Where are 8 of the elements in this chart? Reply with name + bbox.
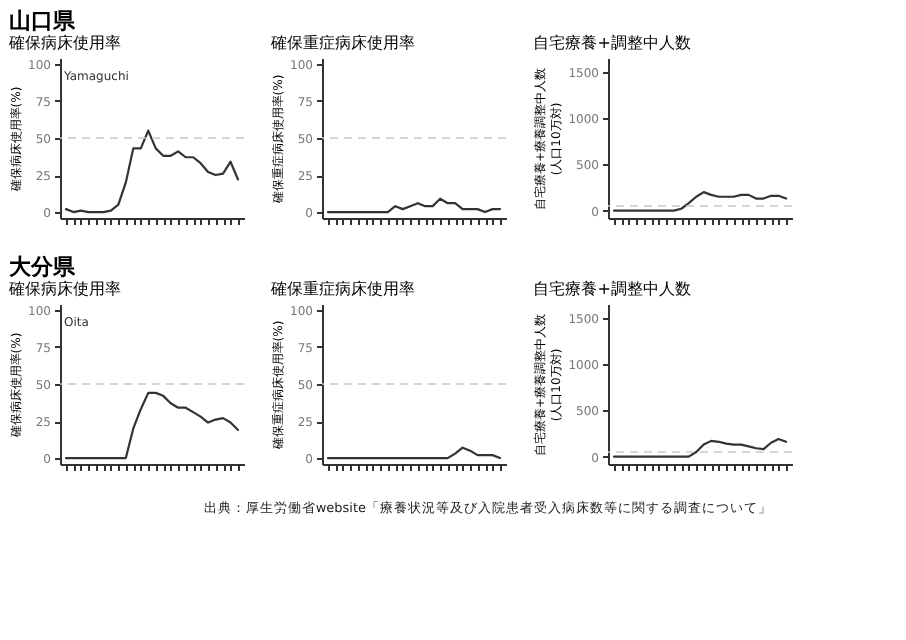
text: 大分県 bbox=[9, 253, 78, 280]
chart-title: 自宅療養+調整中人数 bbox=[533, 34, 691, 52]
chart-title: 確保重症病床使用率 bbox=[269, 279, 416, 298]
text: 山口県 bbox=[9, 7, 78, 34]
chart-title: 確保重症病床使用率 bbox=[269, 33, 416, 52]
chart-title: 自宅療養+調整中人数 bbox=[533, 280, 691, 298]
chart-title: 確保病床使用率 bbox=[7, 279, 122, 298]
chart-title: 確保病床使用率 bbox=[7, 33, 122, 52]
